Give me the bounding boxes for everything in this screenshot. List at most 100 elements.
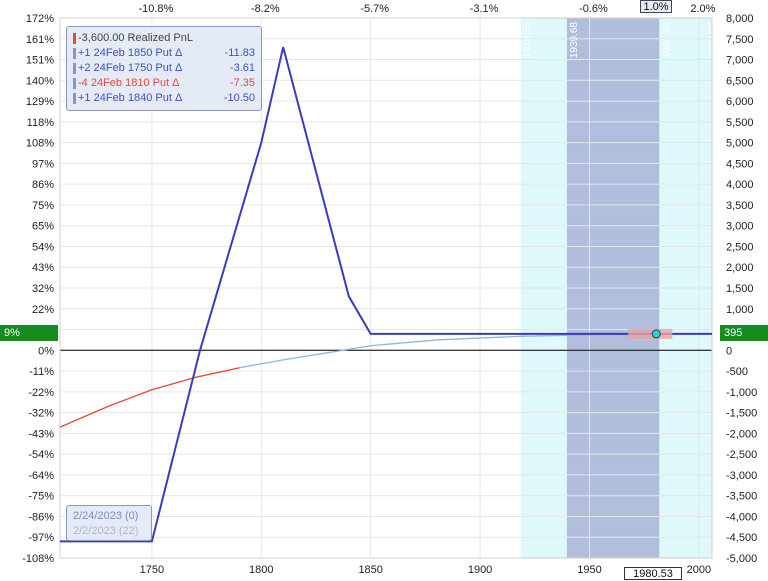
left-axis-tick: 140% <box>26 75 54 87</box>
legend-label: +1 24Feb 1840 Put Δ <box>78 92 183 104</box>
left-axis-tick: 118% <box>27 117 55 129</box>
x-axis-tick: 1900 <box>468 564 492 576</box>
current-price-point <box>651 329 661 339</box>
right-axis-tick: 5,000 <box>726 138 754 150</box>
left-axis-tick: 161% <box>26 34 54 46</box>
top-pct-tick: -8.2% <box>251 3 280 15</box>
today-curve-loss <box>59 367 240 428</box>
plot-frame <box>59 17 713 559</box>
left-axis-tick: 129% <box>26 96 54 108</box>
left-axis-tick: 108% <box>26 138 54 150</box>
left-axis-tick: 97% <box>32 158 54 170</box>
today-date-label: 2/2/2023 (22) <box>73 525 139 537</box>
right-axis-tick: 2,500 <box>726 241 754 253</box>
x-axis-tick: 1750 <box>140 564 164 576</box>
expiry-date-label: 2/24/2023 (0) <box>73 510 139 522</box>
right-axis-tick: -1,500 <box>726 408 757 420</box>
left-axis-tick: -22% <box>28 387 54 399</box>
legend-label: -4 24Feb 1810 Put Δ <box>78 77 180 89</box>
left-axis-tick: 43% <box>32 262 54 274</box>
left-axis-tick: 75% <box>32 200 54 212</box>
x-axis-tick: 1950 <box>577 564 601 576</box>
legend-label: -3,600.00 Realized PnL <box>78 32 193 44</box>
right-axis-tick: -2,500 <box>726 449 757 461</box>
left-axis-tick: -54% <box>28 449 54 461</box>
legend-label: +2 24Feb 1750 Put Δ <box>78 62 183 74</box>
left-axis-tick: 151% <box>26 55 54 67</box>
right-axis-tick: -500 <box>726 366 748 378</box>
right-axis-tick: -3,500 <box>726 491 757 503</box>
top-pct-tick: -10.8% <box>138 3 173 15</box>
legend-row: +1 24Feb 1850 Put Δ -11.83 <box>73 46 255 61</box>
band-label: 1981.94 <box>661 22 672 59</box>
band-label: 2003.07 <box>708 22 719 59</box>
right-axis-tick: -1,000 <box>726 387 757 399</box>
legend-value: -10.50 <box>223 92 255 104</box>
legend-row: -4 24Feb 1810 Put Δ -7.35 <box>73 76 255 91</box>
right-axis-tick: 6,000 <box>726 96 754 108</box>
left-pnl-pct-flag: 9% <box>0 325 58 341</box>
current-price-marker: 1980.53 <box>624 567 682 580</box>
right-axis-tick: 7,500 <box>726 34 754 46</box>
legend-row: +1 24Feb 1840 Put Δ -10.50 <box>73 91 255 106</box>
right-axis-tick: 6,500 <box>726 75 754 87</box>
right-axis-tick: -4,000 <box>726 511 757 523</box>
left-axis-tick: -97% <box>28 532 54 544</box>
right-axis-tick: 1,500 <box>726 283 754 295</box>
right-axis-tick: 8,000 <box>726 13 754 25</box>
right-axis-tick: -3,000 <box>726 470 757 482</box>
right-axis-tick: -2,000 <box>726 428 757 440</box>
right-axis-tick: 3,000 <box>726 221 754 233</box>
top-pct-tick: -3.1% <box>470 3 499 15</box>
x-axis-tick: 1850 <box>358 564 382 576</box>
legend-label: +1 24Feb 1850 Put Δ <box>78 47 183 59</box>
right-axis-tick: 1,000 <box>726 304 754 316</box>
left-axis-tick: 54% <box>32 241 54 253</box>
top-pct-tick: -5.7% <box>360 3 389 15</box>
expiration-curve <box>60 46 712 543</box>
right-axis-tick: 4,000 <box>726 179 754 191</box>
right-axis-tick: -5,000 <box>726 553 757 565</box>
left-axis-tick: 22% <box>32 304 54 316</box>
legend-value: -3.61 <box>229 62 255 74</box>
legend-swatch <box>73 93 76 104</box>
left-axis-tick: -11% <box>29 366 54 378</box>
right-axis-tick: 2,000 <box>726 262 754 274</box>
band-label: 1918.55 <box>523 22 534 59</box>
left-axis-tick: -32% <box>28 408 54 420</box>
right-axis-tick: 0 <box>726 345 732 357</box>
left-axis-tick: -86% <box>28 511 54 523</box>
band-label: 1939.68 <box>569 22 580 59</box>
left-axis-tick: 32% <box>32 283 54 295</box>
legend-row: -3,600.00 Realized PnL <box>73 31 255 46</box>
current-pct-marker: 1.0% <box>640 0 672 13</box>
left-axis-tick: -64% <box>28 470 54 482</box>
left-axis-tick: -43% <box>28 428 54 440</box>
left-axis-tick: 65% <box>32 221 54 233</box>
right-axis-tick: 7,000 <box>726 55 754 67</box>
current-pnl-highlight <box>628 328 673 339</box>
left-axis-tick: 172% <box>26 13 54 25</box>
right-axis-tick: 3,500 <box>726 200 754 212</box>
legend-swatch <box>73 48 76 59</box>
x-axis-tick: 1800 <box>249 564 273 576</box>
legend-row: +2 24Feb 1750 Put Δ -3.61 <box>73 61 255 76</box>
legend-value: -7.35 <box>229 77 255 89</box>
right-pnl-flag: 395 <box>720 325 768 341</box>
x-axis-tick: 2000 <box>687 564 711 576</box>
left-axis-tick: 0% <box>38 345 54 357</box>
right-axis-tick: 5,500 <box>726 117 754 129</box>
legend-swatch <box>73 33 76 44</box>
legend-swatch <box>73 78 76 89</box>
left-axis-tick: -108% <box>22 553 54 565</box>
top-pct-tick: -0.6% <box>579 3 608 15</box>
legend-value: -11.83 <box>224 47 255 59</box>
left-axis-tick: -75% <box>28 491 54 503</box>
right-axis-tick: 4,500 <box>726 158 754 170</box>
top-pct-tick: 2.0% <box>690 3 715 15</box>
position-legend: -3,600.00 Realized PnL +1 24Feb 1850 Put … <box>66 26 262 111</box>
date-legend: 2/24/2023 (0) 2/2/2023 (22) <box>66 505 152 541</box>
legend-swatch <box>73 63 76 74</box>
left-axis-tick: 86% <box>32 179 54 191</box>
right-axis-tick: -4,500 <box>726 532 757 544</box>
